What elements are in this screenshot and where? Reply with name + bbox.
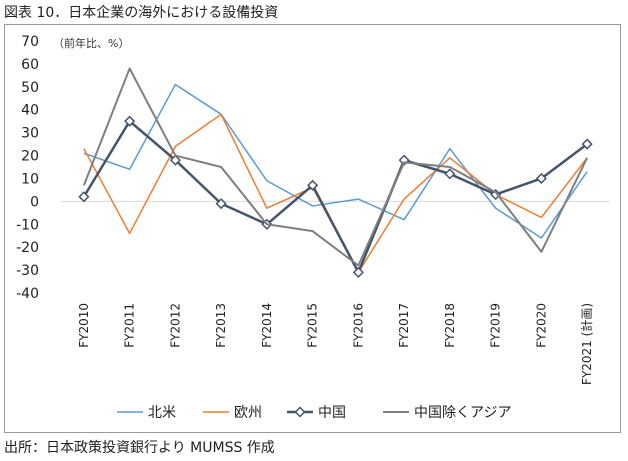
data-point	[307, 179, 319, 191]
y-tick-label: -20	[16, 240, 39, 256]
data-point	[444, 168, 456, 180]
data-point	[352, 266, 364, 278]
x-tick-label: FY2017	[397, 303, 411, 348]
y-tick-label: -40	[16, 286, 39, 302]
series-line-3	[82, 67, 589, 267]
y-tick-label: 70	[21, 34, 39, 50]
x-tick-label: FY2020	[534, 303, 548, 348]
y-tick-label: -30	[16, 263, 39, 279]
line-chart: 70 60 50 40 30 20 10 0 -10 -20 -30 -40 FY2010 FY2011…	[16, 34, 610, 421]
x-tick-label: FY2010	[77, 303, 91, 348]
y-tick-label: -10	[16, 217, 39, 233]
y-axis: 70 60 50 40 30 20 10 0 -10 -20 -30 -40	[16, 34, 39, 302]
x-tick-label: FY2012	[168, 303, 182, 348]
data-point	[581, 138, 593, 150]
unit-label: （前年比、%）	[53, 36, 129, 50]
x-tick-label: FY2015	[306, 303, 320, 348]
data-point	[78, 191, 90, 203]
y-tick-label: 20	[21, 149, 39, 165]
x-tick-label: FY2013	[214, 303, 228, 348]
x-axis: FY2010 FY2011 FY2012 FY2013 FY2014 FY2015 FY20…	[77, 303, 594, 385]
y-tick-label: 30	[21, 126, 39, 142]
y-tick-label: 60	[21, 57, 39, 73]
x-tick-label: FY2014	[260, 303, 274, 348]
legend-marker	[294, 406, 306, 418]
chart-frame: 70 60 50 40 30 20 10 0 -10 -20 -30 -40 FY2010 FY2011…	[4, 24, 621, 433]
x-tick-label: FY2021 (計画)	[579, 303, 594, 385]
series-line-2	[82, 119, 588, 274]
y-tick-label: 10	[21, 171, 39, 187]
legend-label: 中国除くアジア	[414, 405, 511, 421]
data-point	[215, 198, 227, 210]
x-tick-label: FY2016	[351, 303, 365, 348]
legend-label: 中国	[318, 405, 346, 421]
series-line-0	[83, 83, 588, 239]
data-point	[169, 154, 181, 166]
series	[78, 67, 593, 278]
x-tick-label: FY2018	[443, 303, 457, 348]
y-tick-label: 0	[30, 194, 39, 210]
legend-label: 欧州	[234, 405, 262, 421]
y-tick-label: 40	[21, 103, 39, 119]
legend-label: 北米	[148, 405, 176, 421]
data-point	[124, 115, 136, 127]
x-tick-label: FY2011	[123, 303, 137, 348]
source-note: 出所：日本政策投資銀行より MUMSS 作成	[4, 440, 275, 456]
data-point	[535, 172, 547, 185]
legend: 北米 欧州 中国 中国除くアジア	[117, 405, 511, 421]
y-tick-label: 50	[21, 80, 39, 96]
figure-title: 図表 10．日本企業の海外における設備投資	[4, 5, 279, 21]
x-tick-label: FY2019	[489, 303, 503, 348]
